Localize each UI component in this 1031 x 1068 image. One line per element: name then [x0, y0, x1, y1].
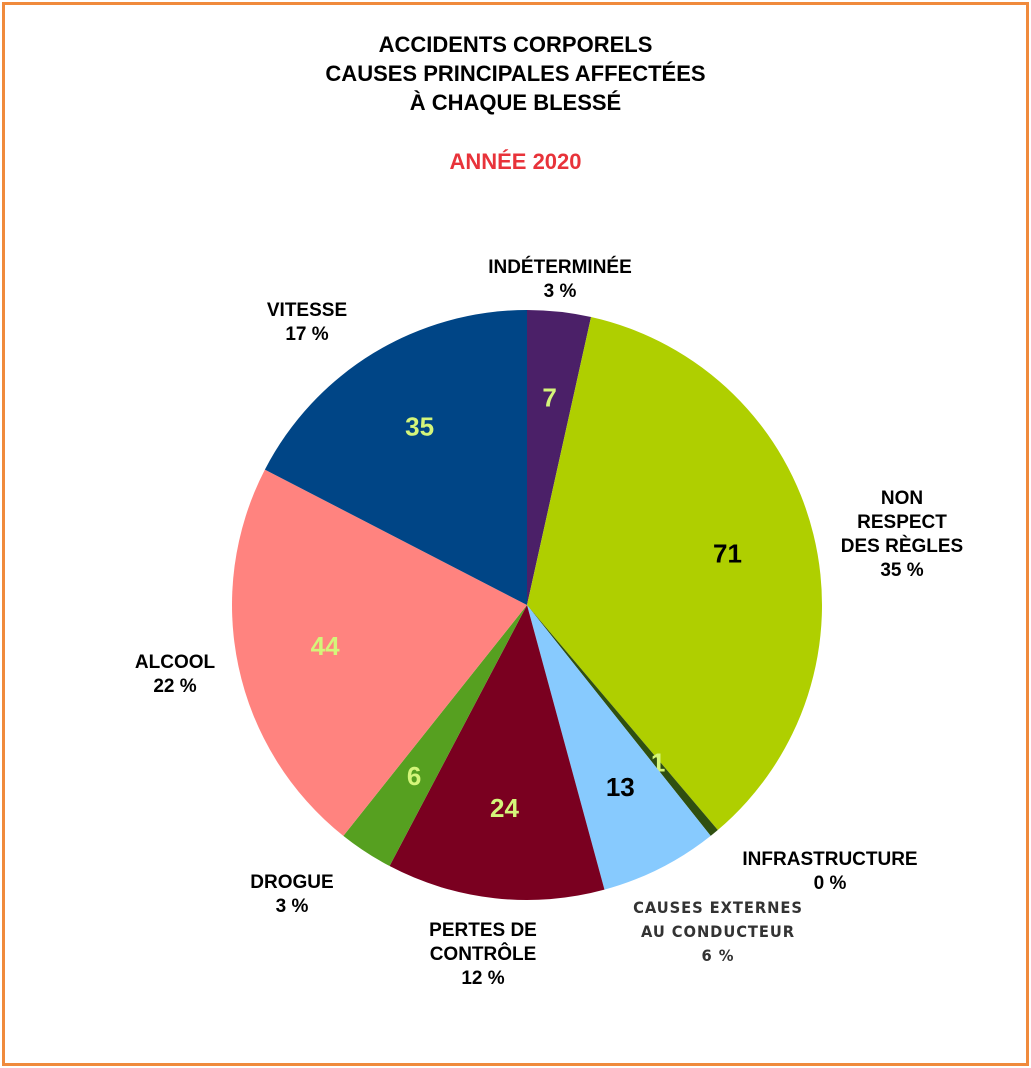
percent-label: 17 % [285, 324, 329, 345]
pie-slice [527, 310, 592, 605]
category-label: VITESSE [266, 300, 348, 321]
value-label: 13 [606, 772, 635, 802]
percent-label: 12 % [461, 968, 505, 989]
category-label: NON RESPECT DES RÈGLES [840, 488, 964, 557]
slice-label: INDÉTERMINÉE 3 % [488, 256, 632, 304]
category-label: ALCOOL [134, 652, 216, 673]
percent-label: 22 % [153, 676, 197, 697]
category-label: PERTES DE CONTRÔLE [429, 920, 537, 965]
value-label: 44 [311, 631, 340, 661]
percent-label: 6 % [701, 946, 735, 965]
category-label: INFRASTRUCTURE [742, 849, 918, 870]
pie-slice [389, 605, 605, 900]
category-label: CAUSES EXTERNES AU CONDUCTEUR [633, 898, 803, 941]
slice-label: PERTES DE CONTRÔLE 12 % [429, 919, 537, 991]
slice-label: ALCOOL 22 % [135, 651, 215, 699]
percent-label: 3 % [275, 896, 309, 917]
percent-label: 0 % [813, 873, 847, 894]
slice-label: DROGUE 3 % [250, 871, 333, 919]
pie-slice [343, 605, 527, 867]
pie-slice [527, 605, 718, 836]
percent-label: 35 % [880, 560, 924, 581]
value-label: 7 [542, 383, 556, 413]
value-label: 35 [405, 412, 434, 442]
pie-slice [264, 309, 527, 605]
pie-slice [527, 605, 711, 890]
pie-slice [232, 469, 527, 836]
chart-title: ACCIDENTS CORPORELS CAUSES PRINCIPALES A… [325, 32, 706, 115]
category-label: INDÉTERMINÉE [488, 257, 632, 278]
percent-label: 3 % [543, 281, 577, 302]
slice-label: NON RESPECT DES RÈGLES 35 % [838, 487, 967, 583]
value-label: 71 [713, 538, 742, 568]
pie-slice [527, 317, 822, 830]
category-label: DROGUE [250, 872, 334, 893]
slice-label: CAUSES EXTERNES AU CONDUCTEUR 6 % [633, 896, 803, 968]
value-label: 6 [407, 761, 421, 791]
slice-label: INFRASTRUCTURE 0 % [742, 848, 917, 896]
slice-label: VITESSE 17 % [267, 299, 347, 347]
chart-subtitle: ANNÉE 2020 [449, 149, 582, 174]
value-label: 24 [490, 793, 519, 823]
